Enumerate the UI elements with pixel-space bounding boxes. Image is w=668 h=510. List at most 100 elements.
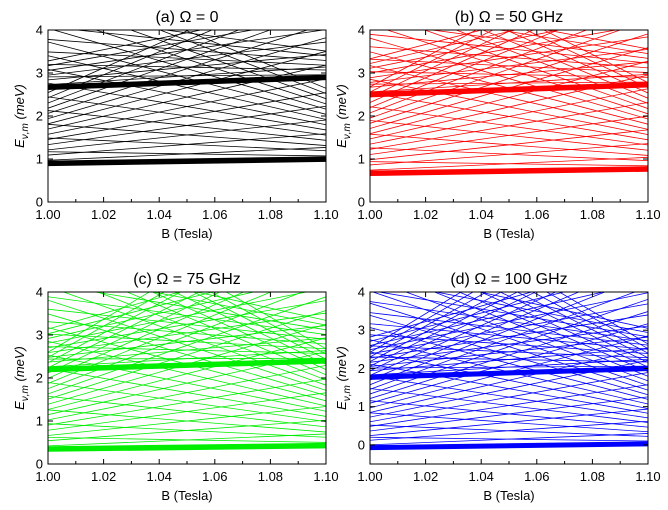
fan-level-up — [370, 292, 488, 358]
fan-level-down — [544, 30, 648, 50]
y-tick-label: 0 — [358, 195, 365, 210]
fan-level-down — [371, 292, 648, 386]
y-axis-label: Eν,m (meV) — [12, 84, 31, 148]
fan-level-down — [48, 82, 326, 131]
y-tick-label: 2 — [36, 371, 43, 386]
fan-level-down — [477, 292, 648, 329]
fan-level-down — [158, 30, 326, 94]
panel-c: 1.00 1.02 1.04 1.06 1.08 1.10 0 1 2 3 4 (c) Ω = 75 … — [12, 271, 339, 503]
y-axis-unit: (meV) — [12, 84, 27, 123]
fan-level-up — [48, 292, 182, 364]
fan-level-down — [370, 323, 648, 350]
x-tick-label: 1.00 — [35, 207, 60, 222]
fan-level-down — [370, 106, 648, 146]
fan-level-down — [370, 424, 648, 437]
x-tick-label: 1.08 — [258, 207, 283, 222]
fan-level-down — [52, 30, 326, 110]
fan-level-down — [48, 51, 326, 66]
fan-level-down — [162, 30, 326, 52]
fan-level-down — [370, 388, 648, 423]
band-2-level — [48, 358, 326, 369]
fan-level-down — [370, 356, 648, 363]
fan-level-down — [370, 400, 648, 428]
fan-level-down — [370, 81, 648, 85]
y-tick-label: 1 — [36, 152, 43, 167]
fan-level-down — [48, 357, 326, 360]
x-axis-label: B (Tesla) — [161, 226, 212, 241]
fan-level-up — [48, 292, 165, 358]
y-tick-label: 4 — [358, 23, 365, 38]
fan-level-down — [96, 292, 326, 381]
panel-title: (a) Ω = 0 — [155, 9, 218, 26]
y-axis-unit: (meV) — [334, 346, 349, 385]
fan-level-down — [48, 436, 326, 443]
fan-level-down — [151, 292, 326, 326]
fan-level-down — [370, 161, 648, 167]
fan-level-down — [48, 409, 326, 433]
band-1-level — [48, 442, 326, 448]
x-tick-label: 1.08 — [580, 207, 605, 222]
fan-level-down — [48, 96, 326, 136]
fan-level-down — [73, 30, 326, 57]
fan-level-down — [48, 313, 326, 397]
x-tick-label: 1.10 — [313, 469, 338, 484]
fan-level-down — [558, 292, 648, 345]
fan-level-down — [194, 292, 326, 321]
panel-title: (d) Ω = 100 GHz — [450, 271, 567, 288]
fan-level-up — [370, 292, 474, 353]
fan-level-up — [370, 30, 484, 60]
y-tick-label: 0 — [358, 437, 365, 452]
fan-level-down — [481, 30, 648, 99]
x-tick-label: 1.00 — [357, 207, 382, 222]
x-tick-label: 1.04 — [469, 207, 494, 222]
fan-level-down — [48, 55, 326, 120]
fan-level-down — [48, 346, 326, 354]
x-tick-label: 1.06 — [202, 207, 227, 222]
y-tick-label: 4 — [36, 285, 43, 300]
x-tick-label: 1.02 — [413, 469, 438, 484]
y-axis-subscript: ν,m — [342, 123, 353, 139]
y-tick-label: 1 — [358, 152, 365, 167]
y-axis-subscript: ν,m — [342, 385, 353, 401]
x-tick-label: 1.04 — [147, 207, 172, 222]
fan-level-down — [404, 292, 648, 382]
y-axis-label: Eν,m (meV) — [334, 346, 353, 410]
fan-level-down — [376, 292, 648, 338]
x-tick-label: 1.08 — [580, 469, 605, 484]
y-tick-label: 3 — [358, 323, 365, 338]
fan-level-down — [370, 327, 648, 400]
fan-level-down — [48, 308, 326, 340]
y-tick-label: 0 — [36, 457, 43, 472]
fan-level-down — [48, 64, 326, 71]
fan-level-down — [370, 334, 648, 354]
fan-level-up — [370, 30, 477, 88]
y-axis-label: Eν,m (meV) — [12, 346, 31, 410]
fan-level-down — [151, 292, 326, 370]
fan-level-down — [370, 71, 648, 78]
band-2-level — [48, 74, 326, 86]
fan-level-down — [370, 412, 648, 433]
x-tick-label: 1.06 — [202, 469, 227, 484]
panel-b: 1.00 1.02 1.04 1.06 1.08 1.10 0 1 2 3 4 (b) Ω = 50 … — [334, 9, 661, 241]
y-tick-label: 0 — [36, 195, 43, 210]
x-axis-label: B (Tesla) — [483, 488, 534, 503]
y-axis-label: Eν,m (meV) — [334, 84, 353, 148]
y-tick-label: 3 — [36, 66, 43, 81]
x-tick-label: 1.08 — [258, 469, 283, 484]
fan-level-down — [433, 292, 648, 333]
x-tick-label: 1.02 — [413, 207, 438, 222]
panel-a: 1.00 1.02 1.04 1.06 1.08 1.10 0 1 2 3 4 (a) Ω = 0 B … — [12, 9, 339, 241]
fan-level-down — [192, 292, 326, 360]
y-axis-symbol: E — [334, 139, 349, 148]
fan-level-down — [370, 351, 648, 410]
fan-level-down — [370, 46, 648, 69]
fan-level-down — [499, 292, 648, 363]
fan-level-down — [210, 292, 326, 355]
fan-level-up — [48, 292, 151, 353]
panel-title: (c) Ω = 75 GHz — [133, 271, 241, 288]
fan-level-down — [48, 321, 326, 345]
band-2-level — [370, 365, 648, 377]
fan-level-up — [48, 292, 181, 330]
x-tick-label: 1.06 — [524, 207, 549, 222]
y-tick-label: 1 — [358, 399, 365, 414]
